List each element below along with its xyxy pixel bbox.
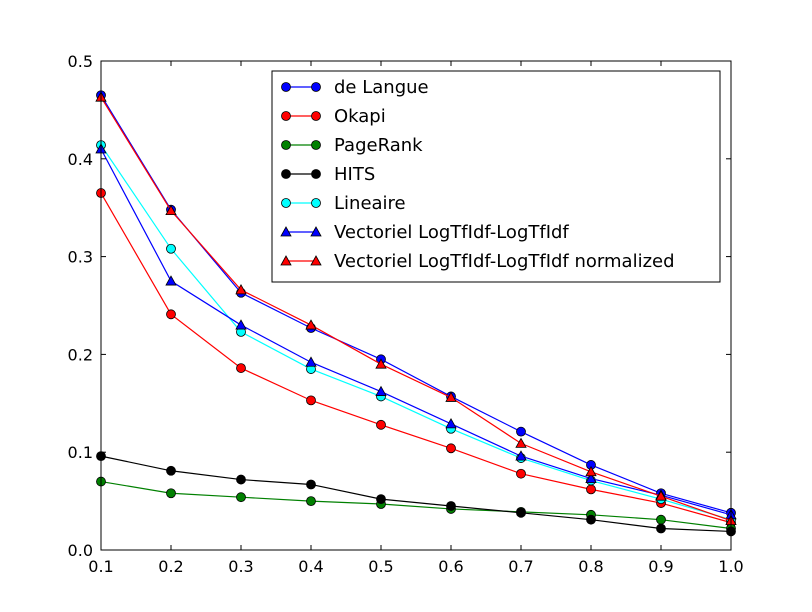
data-point xyxy=(585,465,597,477)
legend-box xyxy=(271,70,721,283)
data-point xyxy=(306,496,316,507)
legend-label: Vectoriel LogTfIdf-LogTfIdf normalized xyxy=(334,251,675,272)
legend-label: HITS xyxy=(334,164,375,185)
x-tick-label: 0.7 xyxy=(508,557,533,576)
legend: de Langue Okapi PageRank HITS Lineaire Vector… xyxy=(271,70,721,283)
data-point xyxy=(516,468,526,479)
legend-marker xyxy=(281,82,291,92)
legend-entry: Lineaire xyxy=(281,193,406,214)
series-2 xyxy=(96,476,736,534)
series-3 xyxy=(96,451,736,537)
data-point xyxy=(446,501,456,511)
data-point xyxy=(376,494,386,505)
series-line xyxy=(100,192,732,524)
series-line xyxy=(100,96,732,522)
legend-entry: de Langue xyxy=(281,77,429,98)
series-6 xyxy=(95,91,737,526)
data-point xyxy=(306,479,316,490)
data-point xyxy=(516,426,526,437)
data-point xyxy=(516,507,526,518)
data-point xyxy=(165,204,177,216)
axes-layer: 0.1 0.2 0.3 0.4 0.5 0.6 0.7 0.8 0.9 1.00.00.10.20… xyxy=(68,52,744,576)
y-tick-label: 0.2 xyxy=(68,345,93,364)
legend-label: Vectoriel LogTfIdf-LogTfIdf xyxy=(334,222,569,243)
data-point xyxy=(586,484,596,495)
legend-entry: Vectoriel LogTfIdf-LogTfIdf normalized xyxy=(280,251,675,272)
x-tick-label: 0.1 xyxy=(88,557,113,576)
series-line xyxy=(100,144,732,521)
data-point xyxy=(515,450,527,461)
legend-marker xyxy=(310,255,322,266)
data-point xyxy=(445,391,457,402)
legend-marker xyxy=(311,111,321,121)
legend-marker xyxy=(310,226,322,237)
data-point xyxy=(586,514,596,525)
data-point xyxy=(236,363,246,373)
x-tick-label: 0.9 xyxy=(648,557,673,576)
data-point xyxy=(166,309,176,320)
data-point xyxy=(585,472,597,484)
data-point xyxy=(655,490,667,501)
data-point xyxy=(235,284,247,295)
legend-label: Okapi xyxy=(334,106,386,127)
legend-entry: Okapi xyxy=(281,106,386,127)
data-point xyxy=(236,492,246,503)
legend-marker xyxy=(311,169,321,179)
plot-frame xyxy=(100,60,732,551)
x-tick-label: 1.0 xyxy=(718,557,743,576)
series-layer xyxy=(95,90,737,537)
x-tick-label: 0.3 xyxy=(228,557,253,576)
data-point xyxy=(235,319,247,330)
x-tick-label: 0.2 xyxy=(158,557,183,576)
data-point xyxy=(165,275,177,286)
y-tick-label: 0.0 xyxy=(68,541,93,560)
legend-marker xyxy=(281,169,291,179)
legend-marker xyxy=(281,140,291,150)
legend-marker xyxy=(311,198,321,208)
legend-entry: Vectoriel LogTfIdf-LogTfIdf xyxy=(280,222,569,243)
x-tick-label: 0.4 xyxy=(298,557,323,576)
legend-marker xyxy=(281,111,291,121)
data-point xyxy=(236,474,246,485)
legend-marker xyxy=(280,255,292,266)
data-point xyxy=(375,385,387,396)
legend-label: de Langue xyxy=(334,77,429,98)
x-tick-label: 0.6 xyxy=(438,557,463,576)
data-point xyxy=(306,395,316,406)
legend-label: Lineaire xyxy=(334,193,406,214)
data-point xyxy=(656,514,666,525)
series-line xyxy=(100,480,732,530)
data-point xyxy=(375,358,387,369)
data-point xyxy=(166,243,176,254)
data-point xyxy=(515,437,527,448)
y-tick-label: 0.4 xyxy=(68,150,93,169)
legend-marker xyxy=(280,226,292,237)
series-line xyxy=(100,455,732,533)
x-tick-label: 0.5 xyxy=(368,557,393,576)
series-line xyxy=(100,94,732,514)
legend-marker xyxy=(311,82,321,92)
data-point xyxy=(445,418,457,429)
x-tick-label: 0.8 xyxy=(578,557,603,576)
y-tick-label: 0.3 xyxy=(68,248,93,267)
data-point xyxy=(305,356,317,367)
legend-entry: PageRank xyxy=(281,135,423,156)
data-point xyxy=(166,465,176,476)
data-point xyxy=(656,523,666,534)
data-point xyxy=(446,443,456,454)
series-line xyxy=(100,148,732,516)
data-point xyxy=(166,488,176,499)
legend-marker xyxy=(311,140,321,150)
y-tick-label: 0.1 xyxy=(68,443,93,462)
y-tick-label: 0.5 xyxy=(68,52,93,71)
data-point xyxy=(305,319,317,330)
legend-entry: HITS xyxy=(281,164,375,185)
legend-marker xyxy=(281,198,291,208)
legend-label: PageRank xyxy=(334,135,423,156)
data-point xyxy=(376,419,386,430)
